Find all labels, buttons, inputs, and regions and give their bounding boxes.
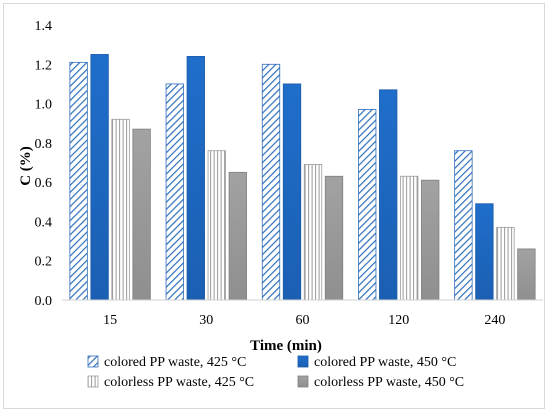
bars-group xyxy=(69,54,536,301)
x-axis-title: Time (min) xyxy=(250,338,322,354)
bar-240-series-3 xyxy=(496,226,515,301)
bar-30-series-4 xyxy=(228,171,247,301)
legend-label: colorless PP waste, 450 °C xyxy=(314,375,464,390)
bar-240-series-4 xyxy=(517,248,536,301)
legend-label: colorless PP waste, 425 °C xyxy=(104,375,254,390)
bar-120-series-4 xyxy=(421,179,440,301)
bar-30-series-1 xyxy=(165,83,184,301)
y-tick-label: 0.0 xyxy=(35,294,53,309)
bar-30-series-2 xyxy=(186,56,205,301)
bar-15-series-1 xyxy=(69,61,88,301)
bar-240-series-1 xyxy=(454,150,473,301)
bar-120-series-1 xyxy=(358,109,377,301)
x-tick-label: 60 xyxy=(296,313,310,328)
bar-60-series-2 xyxy=(282,83,302,301)
y-tick-label: 1.0 xyxy=(35,98,53,113)
bar-15-series-3 xyxy=(111,118,130,301)
y-tick-label: 1.4 xyxy=(35,19,53,34)
legend-swatch xyxy=(87,355,99,368)
bar-120-series-2 xyxy=(379,89,398,301)
x-axis: 15 30 60 120 240 xyxy=(103,313,505,328)
y-tick-label: 0.6 xyxy=(35,176,53,191)
x-tick-label: 120 xyxy=(388,313,409,328)
legend-swatch xyxy=(297,355,309,368)
legend-swatch xyxy=(297,375,309,388)
bar-240-series-2 xyxy=(475,203,494,301)
bar-60-series-1 xyxy=(261,63,281,301)
y-axis: 0.0 0.2 0.4 0.6 0.8 1.0 1.2 1.4 xyxy=(35,19,53,309)
x-tick-label: 15 xyxy=(103,313,117,328)
bar-15-series-4 xyxy=(132,128,151,301)
bar-30-series-3 xyxy=(207,150,226,301)
legend: colored PP waste, 425 °C colored PP waste… xyxy=(87,355,464,390)
bar-60-series-3 xyxy=(303,164,323,301)
legend-label: colored PP waste, 450 °C xyxy=(314,355,456,370)
y-axis-title: C (%) xyxy=(18,146,34,186)
y-tick-label: 0.4 xyxy=(35,215,53,230)
bar-120-series-3 xyxy=(400,175,419,301)
bar-15-series-2 xyxy=(90,54,109,301)
bar-60-series-4 xyxy=(324,175,344,301)
x-tick-label: 30 xyxy=(199,313,213,328)
y-tick-label: 0.2 xyxy=(35,255,53,270)
legend-label: colored PP waste, 425 °C xyxy=(104,355,246,370)
legend-swatch xyxy=(87,375,99,388)
x-tick-label: 240 xyxy=(484,313,505,328)
y-tick-label: 1.2 xyxy=(35,58,53,73)
y-tick-label: 0.8 xyxy=(35,137,53,152)
